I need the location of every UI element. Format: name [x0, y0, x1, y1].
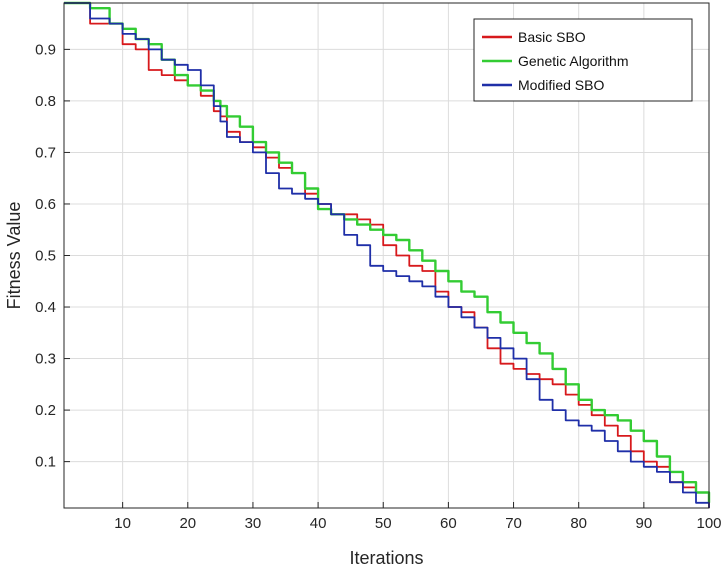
- y-tick-labels: 0.1 0.2 0.3 0.4 0.5 0.6 0.7 0.8 0.9: [35, 41, 56, 470]
- y-tick-label: 0.8: [35, 93, 56, 110]
- x-tick-label: 50: [375, 515, 392, 532]
- legend: Basic SBO Genetic Algorithm Modified SBO: [473, 18, 693, 102]
- x-tick-label: 80: [570, 515, 587, 532]
- x-tick-label: 60: [440, 515, 457, 532]
- x-tick-label: 100: [696, 515, 721, 532]
- y-tick-label: 0.1: [35, 454, 56, 471]
- x-tick-label: 90: [636, 515, 653, 532]
- y-tick-label: 0.5: [35, 248, 56, 265]
- y-tick-label: 0.6: [35, 196, 56, 213]
- series-group: [64, 1, 711, 508]
- y-tick-label: 0.4: [35, 299, 56, 316]
- legend-label-genetic-algorithm: Genetic Algorithm: [518, 53, 629, 69]
- ticks: [64, 48, 710, 508]
- y-tick-label: 0.3: [35, 351, 56, 368]
- series-line-genetic-algorithm: [64, 1, 711, 503]
- x-tick-label: 20: [179, 515, 196, 532]
- x-tick-labels: 10 20 30 40 50 60 70 80 90 100: [114, 515, 721, 532]
- legend-label-basic-sbo: Basic SBO: [518, 29, 586, 45]
- y-tick-label: 0.2: [35, 402, 56, 419]
- series-line-modified-sbo: [64, 2, 710, 508]
- x-tick-label: 30: [245, 515, 262, 532]
- y-tick-label: 0.9: [35, 41, 56, 58]
- x-tick-label: 70: [505, 515, 522, 532]
- y-axis-title: Fitness Value: [4, 202, 24, 310]
- x-tick-label: 10: [114, 515, 131, 532]
- legend-label-modified-sbo: Modified SBO: [518, 77, 604, 93]
- x-tick-label: 40: [310, 515, 327, 532]
- x-axis-title: Iterations: [349, 548, 423, 568]
- y-tick-label: 0.7: [35, 144, 56, 161]
